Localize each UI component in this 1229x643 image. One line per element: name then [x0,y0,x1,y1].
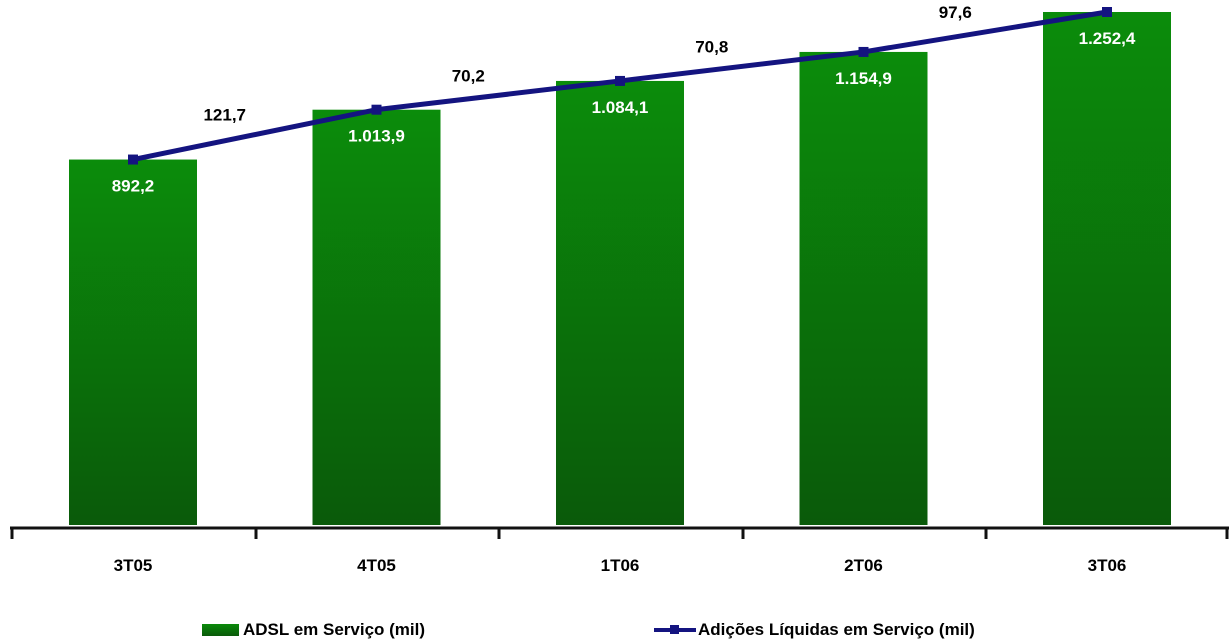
line-value-label: 70,2 [452,66,485,85]
bar-value-label: 1.154,9 [835,69,892,88]
bar-value-label: 1.013,9 [348,127,405,146]
chart-plot: 3T05 4T05 1T06 2T06 3T06 892,2 1.013,9 1.084,1… [10,3,1229,575]
line-marker [1102,7,1112,17]
line-value-label: 70,8 [695,37,728,56]
bar-value-label: 1.084,1 [592,98,649,117]
bar-value-label: 892,2 [112,177,155,196]
line-value-label: 97,6 [939,3,972,22]
legend-swatch-bar [202,624,239,636]
bar [556,80,684,525]
x-tick-label: 3T05 [114,556,153,575]
line-marker [615,75,625,86]
line-marker [371,104,382,115]
x-tick-label: 2T06 [844,556,883,575]
bar [69,159,197,526]
x-tick-label: 4T05 [357,556,396,575]
bar [1043,12,1171,525]
legend-item-adsl: ADSL em Serviço (mil) [202,620,425,640]
x-tick-label: 3T06 [1088,556,1127,575]
line-marker [128,154,138,165]
legend-swatch-line [654,624,696,636]
bar [312,109,441,525]
legend-label-adsl: ADSL em Serviço (mil) [243,620,426,639]
x-tick-label: 1T06 [601,556,640,575]
bar-value-label: 1.252,4 [1079,29,1136,48]
legend-label-adicoes: Adições Líquidas em Serviço (mil) [698,620,975,639]
line-value-label: 121,7 [203,106,246,125]
legend-item-adicoes: Adições Líquidas em Serviço (mil) [654,620,975,640]
bar [799,51,928,526]
line-marker [858,46,869,57]
